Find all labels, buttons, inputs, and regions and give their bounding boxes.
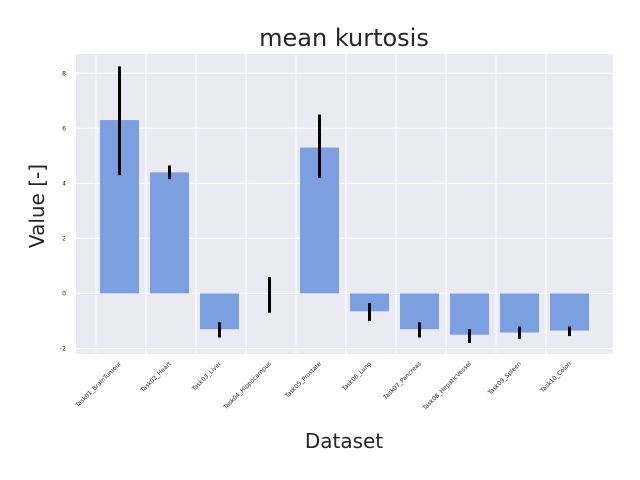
x-tick-label: Task03_Liver: [190, 360, 223, 393]
y-tick-label: 6: [62, 125, 66, 132]
x-tick-labels: Task01_BrainTumour Task02_Heart Task03_Liv…: [74, 360, 573, 412]
x-tick-label: Task07_Pancreas: [382, 360, 423, 401]
bar-6: [350, 293, 389, 312]
x-tick-label: Task05_Prostate: [283, 360, 323, 400]
x-tick-label: Task09_Spleen: [486, 360, 523, 397]
y-axis-label: Value [-]: [25, 164, 49, 248]
bar-2: [150, 172, 189, 294]
error-bars: [118, 66, 571, 343]
x-tick-label: Task10_Colon: [539, 360, 573, 394]
y-tick-label: -2: [60, 345, 66, 352]
x-tick-label: Task06_Lung: [340, 360, 373, 393]
y-tick-label: 8: [62, 70, 66, 77]
chart-title: mean kurtosis: [259, 24, 429, 52]
bar-10: [550, 293, 589, 331]
y-tick-label: 0: [62, 290, 66, 297]
y-tick-label: 2: [62, 235, 66, 242]
x-tick-label: Task08_HepaticVessel: [421, 360, 473, 412]
x-tick-label: Task01_BrainTumour: [74, 360, 124, 410]
y-tick-labels: -2 0 2 4 6 8: [60, 70, 66, 352]
bar-8: [450, 293, 489, 335]
y-tick-label: 4: [62, 180, 66, 187]
x-axis-label: Dataset: [305, 429, 383, 453]
x-tick-label: Task02_Heart: [139, 360, 174, 395]
bar-9: [500, 293, 539, 333]
x-tick-label: Task04_Hippocampus: [222, 360, 273, 411]
